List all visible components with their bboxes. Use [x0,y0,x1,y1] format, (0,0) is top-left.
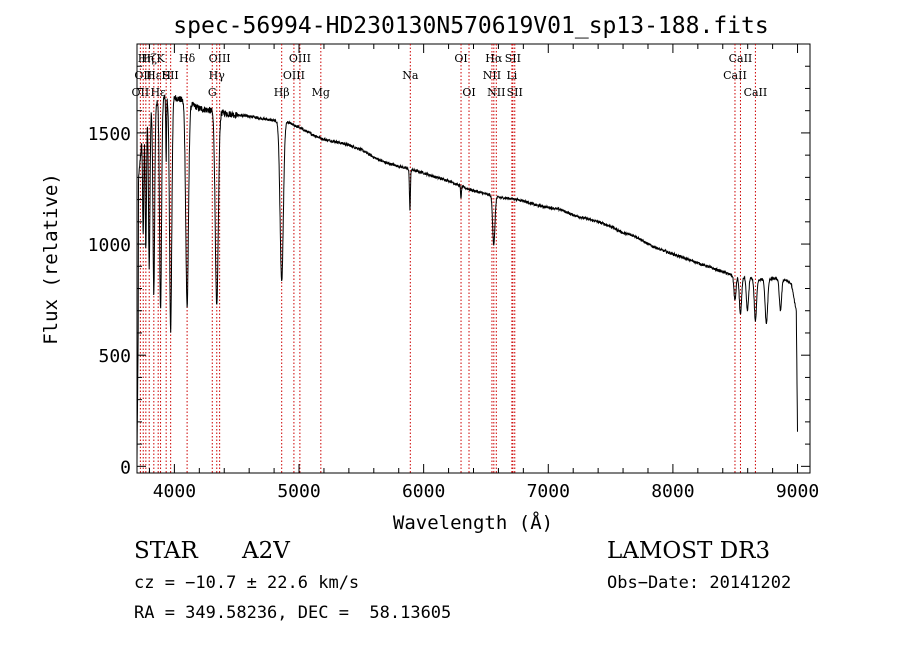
line-marker-label: SII [507,86,523,99]
line-marker-lines [139,44,756,473]
line-marker-label: OI [454,52,467,65]
line-marker-label: Hζ [141,52,157,65]
x-tick-label: 6000 [402,481,445,502]
obs-date: Obs−Date: 20141202 [607,573,792,593]
line-marker-label: OIII [289,52,311,65]
line-marker-label: Hδ [179,52,196,65]
x-tick-label: 9000 [776,481,819,502]
x-axis-label: Wavelength (Å) [393,511,553,534]
line-marker-label: Hε [146,69,162,82]
line-marker-label: SII [505,52,521,65]
y-tick-label: 0 [120,457,131,478]
line-marker-label: Hα [485,52,503,65]
plot-frame [136,43,811,474]
object-class: STAR [134,538,198,564]
line-marker-label: G [208,86,217,99]
y-axis-ticks: 0 500 1000 1500 [88,65,810,478]
object-subclass: A2V [242,538,290,564]
spectrum-chart: spec-56994-HD230130N570619V01_sp13-188.f… [40,13,819,534]
x-tick-label: 7000 [527,481,570,502]
line-marker-label: K [156,52,165,65]
chart-title: spec-56994-HD230130N570619V01_sp13-188.f… [173,13,768,39]
x-tick-label: 8000 [651,481,694,502]
x-tick-label: 5000 [277,481,320,502]
x-axis-ticks: 4000 5000 6000 7000 8000 9000 [148,44,819,502]
survey-name: LAMOST DR3 [607,538,771,564]
line-marker-label: Hη [138,52,154,65]
line-marker-label: Mg [312,86,330,99]
line-marker-label: OII [134,69,152,82]
line-marker-labels: OIIOIIHηHζHεHεKHSIIHδGHγOIIIHβOIIIOIIIMg… [132,52,768,99]
line-marker-label: Hβ [274,86,290,99]
line-marker-label: CaII [744,86,768,99]
y-tick-label: 1500 [88,124,131,145]
line-marker-label: SII [163,69,179,82]
line-marker-label: Hε [151,86,167,99]
line-marker-label: Na [402,69,419,82]
spectrum-line [136,95,798,462]
coordinates: RA = 349.58236, DEC = 58.13605 [134,603,452,623]
line-marker-label: Hγ [209,69,226,82]
line-marker-label: OII [132,86,150,99]
y-tick-label: 1000 [88,235,131,256]
redshift-value: cz = −10.7 ± 22.6 km/s [134,573,360,593]
line-marker-label: CaII [723,69,747,82]
line-marker-label: OI [462,86,475,99]
line-marker-label: OIII [283,69,305,82]
line-marker-label: CaII [729,52,753,65]
y-axis-label: Flux (relative) [40,173,62,345]
line-marker-label: OIII [209,52,231,65]
x-tick-label: 4000 [153,481,196,502]
line-marker-label: Li [506,69,517,82]
line-marker-label: NII [483,69,501,82]
line-marker-label: NII [487,86,505,99]
line-marker-label: H [161,69,171,82]
y-tick-label: 500 [98,346,131,367]
